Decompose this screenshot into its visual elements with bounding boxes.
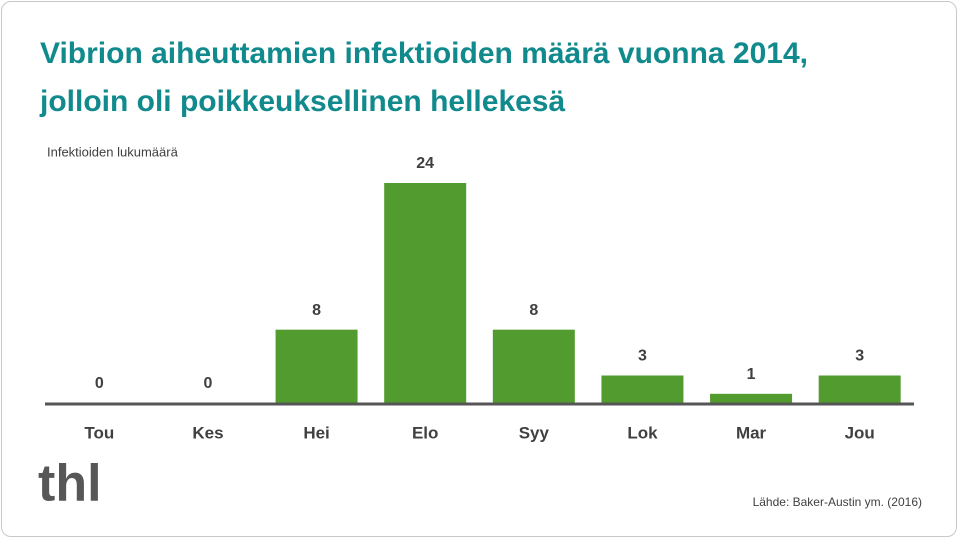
value-label: 0 xyxy=(203,375,212,392)
chart-title: Vibrion aiheuttamien infektioiden määrä … xyxy=(40,37,808,118)
x-tick-label: Syy xyxy=(519,423,550,442)
x-tick-label: Mar xyxy=(736,423,767,442)
x-tick-label: Kes xyxy=(192,423,223,442)
value-label: 1 xyxy=(747,366,756,383)
value-label: 8 xyxy=(312,302,321,319)
source: Lähde: Baker-Austin ym. (2016) xyxy=(753,495,922,509)
value-label: 8 xyxy=(529,302,538,319)
bar xyxy=(601,375,684,403)
value-label: 0 xyxy=(95,375,104,392)
bar xyxy=(384,183,467,403)
bar xyxy=(492,329,575,403)
value-label: 24 xyxy=(416,155,434,172)
bar xyxy=(818,375,901,403)
x-tick-label: Hei xyxy=(303,423,329,442)
y-axis-label: Infektioiden lukumäärä xyxy=(47,144,179,159)
value-label: 3 xyxy=(855,348,864,365)
bar xyxy=(275,329,358,403)
bar xyxy=(710,393,793,403)
logo: thl xyxy=(38,455,102,513)
x-tick-label: Lok xyxy=(627,423,658,442)
x-tick-label: Elo xyxy=(412,423,438,442)
x-tick-label: Jou xyxy=(845,423,875,442)
value-label: 3 xyxy=(638,348,647,365)
x-tick-label: Tou xyxy=(84,423,114,442)
